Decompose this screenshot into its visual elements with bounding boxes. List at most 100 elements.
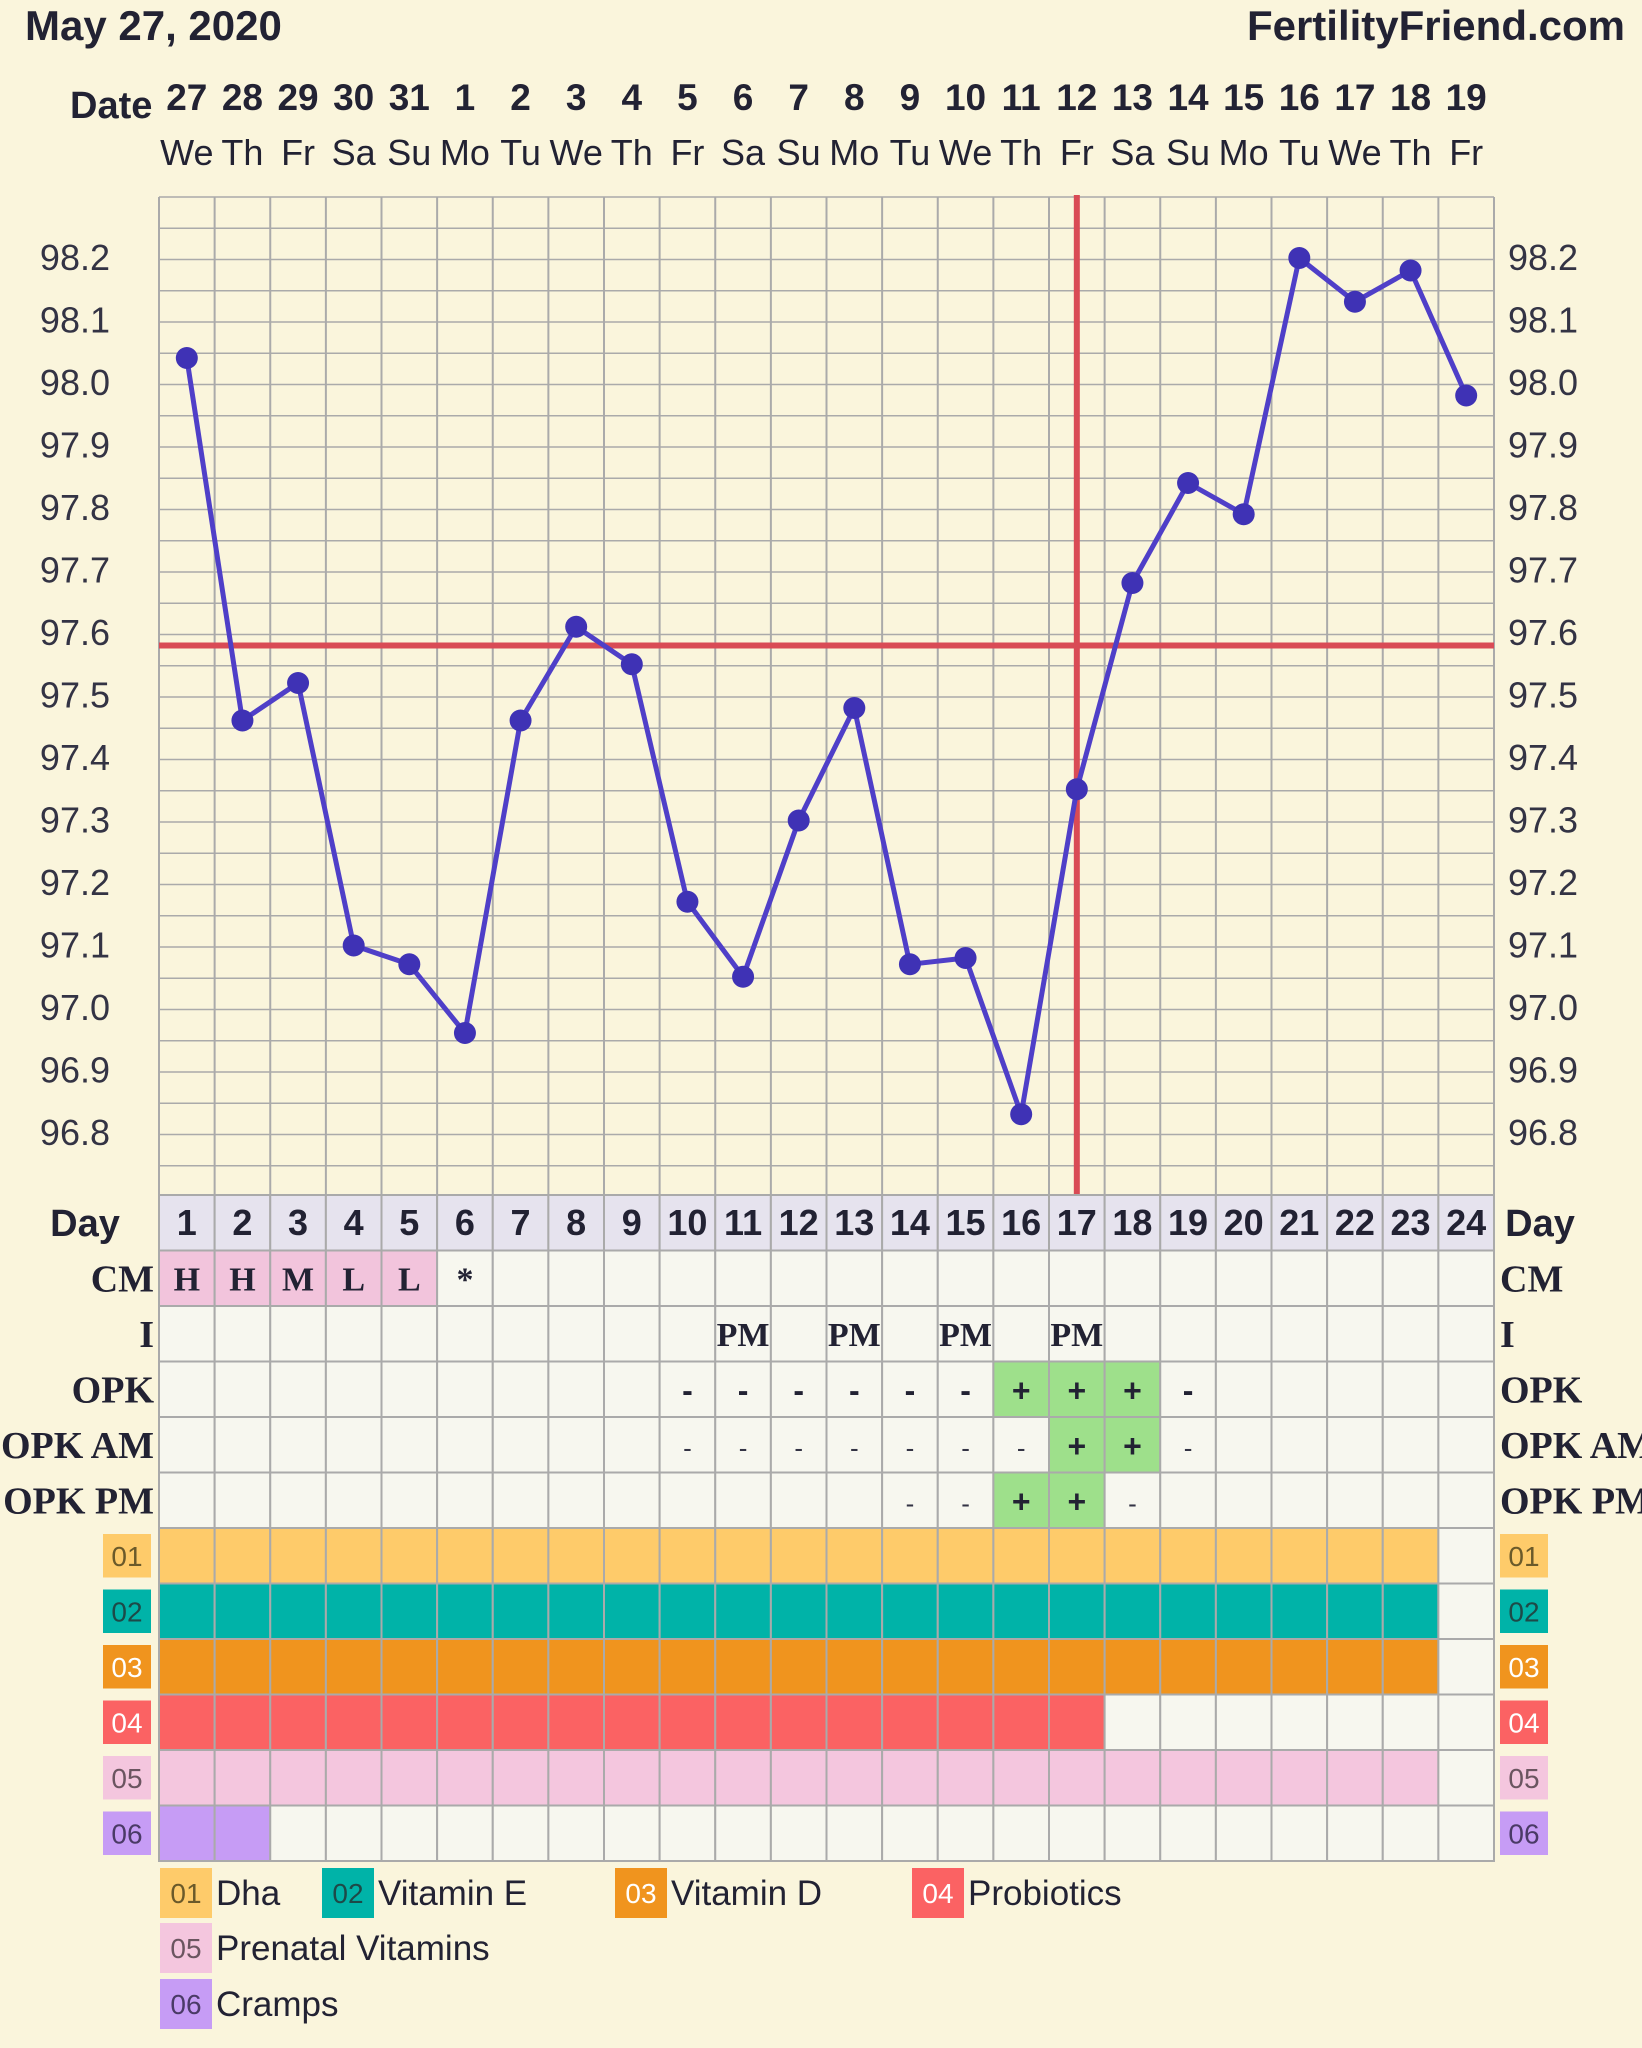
table-cell: [1326, 1194, 1384, 1252]
date-number: 1: [455, 77, 476, 118]
table-cell: [769, 1194, 828, 1252]
supplement-cell: [1270, 1527, 1329, 1585]
table-cell: [936, 1194, 995, 1252]
weekday-label: Mo: [829, 132, 879, 173]
legend-swatch: [615, 1868, 667, 1918]
supplement-cell: [992, 1804, 1050, 1862]
table-cell: [436, 1360, 494, 1418]
table-cell: [714, 1249, 772, 1307]
data-table: 1 2 3 4 5 6 7 8 9 10 11 12 13 14 15 16 17 18 19 20 21 22 23 24H…: [1, 1194, 1642, 1529]
table-cell: [547, 1305, 605, 1363]
table-cell: [992, 1194, 1050, 1252]
weekday-label: Mo: [440, 132, 490, 173]
supplement-cell: [1270, 1582, 1329, 1640]
supplement-cell: [1159, 1582, 1217, 1640]
day-row-label-left: Day: [50, 1203, 120, 1245]
supplement-cell: [992, 1582, 1050, 1640]
supplement-cell: [881, 1582, 939, 1640]
table-value: 20: [1224, 1202, 1264, 1243]
date-number: 5: [677, 77, 698, 118]
table-value: 14: [890, 1202, 930, 1243]
y-tick-right: 97.4: [1508, 737, 1578, 778]
date-number: 17: [1334, 77, 1375, 118]
table-cell: [1381, 1249, 1440, 1307]
table-cell: [491, 1416, 550, 1474]
table-cell: [380, 1194, 439, 1252]
table-cell: [1381, 1305, 1440, 1363]
supplement-cell: [714, 1749, 772, 1807]
table-cell: [825, 1305, 884, 1363]
table-cell: [1381, 1360, 1440, 1418]
supplement-cell: [1326, 1804, 1384, 1862]
y-tick-left: 96.9: [40, 1050, 110, 1091]
supplement-cell: [603, 1527, 661, 1585]
supplement-cell: [1270, 1638, 1329, 1696]
supplement-cell: [936, 1638, 995, 1696]
table-cell: [1214, 1305, 1273, 1363]
supplement-badge-left: [103, 1589, 151, 1633]
y-axis-ticks: 98.2 98.2 98.1 98.1 98.0 98.0 97.9 97.9 97.8 97.8…: [40, 237, 1578, 1153]
supplement-cell: [1326, 1693, 1384, 1751]
supplement-cell: [992, 1693, 1050, 1751]
supplement-cell: [1159, 1749, 1217, 1807]
table-cell: [1437, 1305, 1495, 1363]
supplement-cell: [324, 1693, 383, 1751]
table-value: 24: [1446, 1202, 1486, 1243]
date-number: 28: [222, 77, 263, 118]
table-cell: [380, 1360, 439, 1418]
table-cell: [1048, 1471, 1106, 1529]
supplement-cell: [1103, 1804, 1162, 1862]
weekday-label: Sa: [721, 132, 766, 173]
supplement-cell: [380, 1693, 439, 1751]
supplement-cell: [1159, 1527, 1217, 1585]
legend-swatch: [160, 1923, 212, 1973]
reference-lines: [159, 195, 1494, 1195]
supplement-cell: [603, 1749, 661, 1807]
weekday-label: Sa: [1110, 132, 1155, 173]
supplement-cell: [1214, 1693, 1273, 1751]
table-value: 13: [834, 1202, 874, 1243]
table-cell: [881, 1416, 939, 1474]
legend-code: 02: [332, 1878, 363, 1909]
table-value: 22: [1335, 1202, 1375, 1243]
table-cell: [658, 1249, 717, 1307]
table-value: -: [738, 1372, 749, 1408]
table-cell: [881, 1305, 939, 1363]
table-cell: [547, 1249, 605, 1307]
supplement-cell: [1381, 1527, 1440, 1585]
table-cell: [158, 1194, 216, 1252]
table-cell: [1326, 1416, 1384, 1474]
supplement-cell: [1437, 1693, 1495, 1751]
supplement-cell: [825, 1749, 884, 1807]
supplement-cell: [825, 1582, 884, 1640]
supplement-cell: [547, 1693, 605, 1751]
supplement-cell: [158, 1693, 216, 1751]
table-cell: [603, 1305, 661, 1363]
table-cell: [436, 1194, 494, 1252]
table-cell: [269, 1305, 327, 1363]
supplement-cell: [1048, 1749, 1106, 1807]
date-number: 9: [900, 77, 921, 118]
table-value: 1: [177, 1202, 197, 1243]
table-cell: [491, 1249, 550, 1307]
table-cell: [269, 1471, 327, 1529]
supplement-cell: [547, 1527, 605, 1585]
y-tick-left: 98.1: [40, 300, 110, 341]
temperature-point: [1232, 503, 1255, 526]
table-cell: [825, 1360, 884, 1418]
supplement-cell: [491, 1582, 550, 1640]
supplement-cell: [603, 1582, 661, 1640]
supplement-cell: [936, 1749, 995, 1807]
supplement-cell: [1214, 1527, 1273, 1585]
supplement-cell: [881, 1527, 939, 1585]
table-value: -: [961, 1433, 970, 1463]
y-tick-right: 97.3: [1508, 800, 1578, 841]
date-number: 30: [333, 77, 374, 118]
supplement-cell: [380, 1804, 439, 1862]
temperature-point: [787, 809, 810, 832]
temperature-point: [453, 1022, 476, 1044]
supplement-badge-left: [103, 1534, 151, 1578]
supplement-cell: [992, 1749, 1050, 1807]
temperature-point: [398, 953, 421, 976]
table-cell: [769, 1249, 828, 1307]
